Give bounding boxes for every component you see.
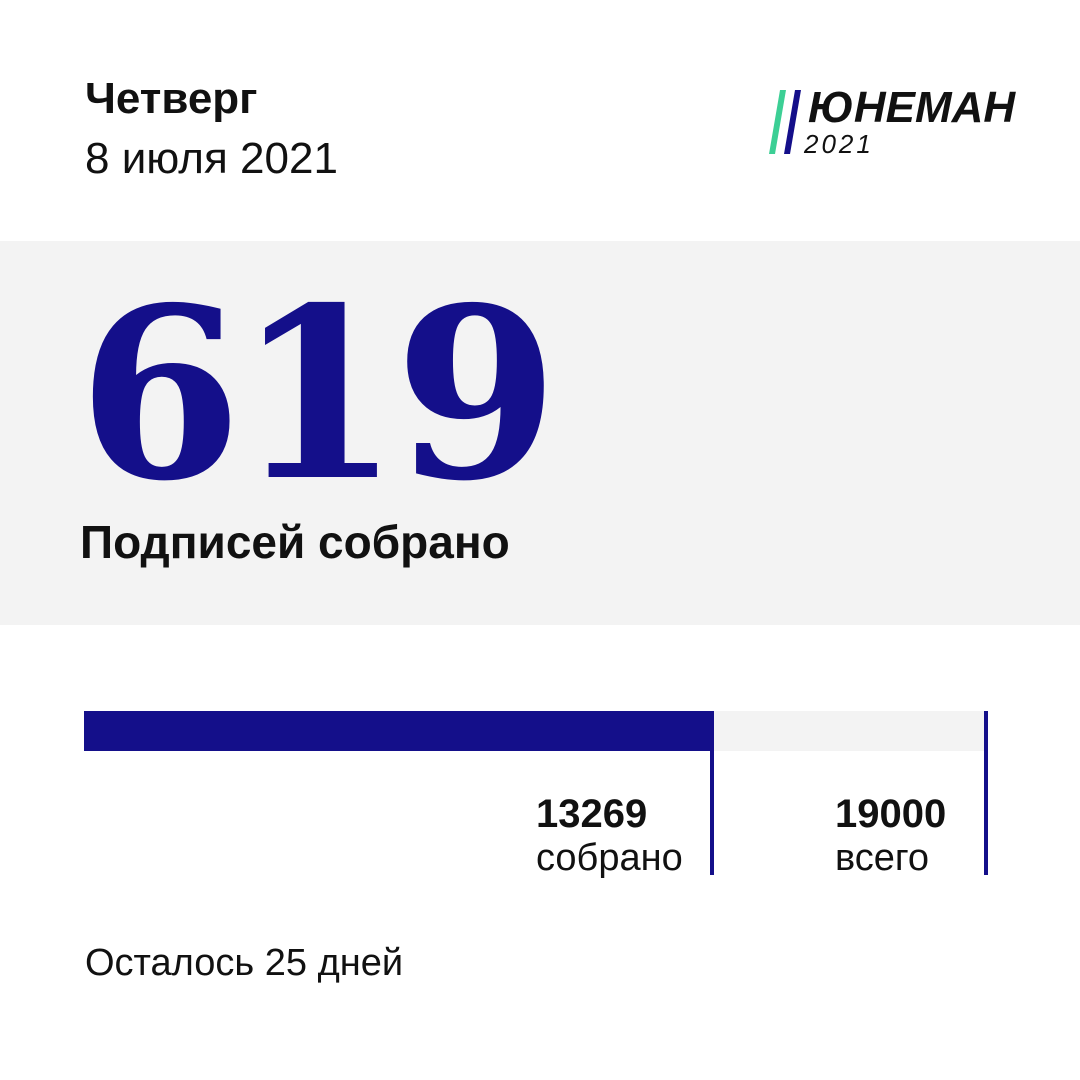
logo-year: 2021 [804,129,874,159]
days-remaining: Осталось 25 дней [85,942,404,984]
total-marker [984,711,988,875]
today-signatures-count: 619 [78,255,559,533]
logo: ЮНЕМАН 2021 [766,86,1016,158]
collected-stat: 13269 собрано [536,792,683,880]
total-value: 19000 [835,792,947,836]
logo-name: ЮНЕМАН [808,83,1016,132]
total-label: всего [835,837,930,879]
collected-value: 13269 [536,792,648,836]
logo-stripes-icon [769,90,801,154]
collected-marker [710,711,714,875]
progress-bar [84,711,986,751]
progress-bar-fill [84,711,714,751]
today-signatures-caption: Подписей собрано [80,516,510,568]
date: 8 июля 2021 [85,134,338,183]
total-stat: 19000 всего [835,792,946,880]
today-panel [0,241,1080,625]
day-of-week: Четверг [85,74,258,123]
collected-label: собрано [536,837,683,879]
